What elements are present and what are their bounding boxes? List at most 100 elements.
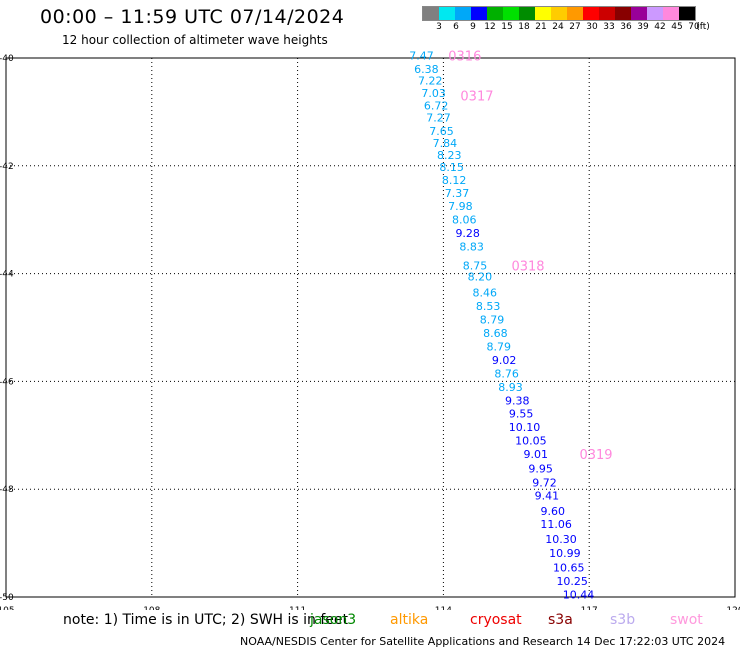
legend-tick-label: 42 xyxy=(654,22,666,32)
x-tick-label: 114 xyxy=(435,606,452,610)
legend-swatch xyxy=(567,7,583,20)
wave-height-label: 9.55 xyxy=(509,408,534,421)
wave-height-label: 10.10 xyxy=(509,421,541,434)
wave-height-label: 10.30 xyxy=(545,533,577,546)
satellite-label: jason3 xyxy=(310,612,357,628)
legend-tick-label: 33 xyxy=(603,22,615,32)
legend-swatch xyxy=(487,7,503,20)
y-tick-label: -44 xyxy=(0,270,14,280)
y-tick-label: -50 xyxy=(0,593,14,603)
wave-height-label: 8.23 xyxy=(437,149,462,162)
wave-height-label: 10.44 xyxy=(563,588,595,601)
legend-tick-label: 30 xyxy=(586,22,598,32)
y-tick-label: -40 xyxy=(0,54,14,64)
wave-height-label: 7.65 xyxy=(429,125,454,138)
legend-tick-labels: 3 6 9 12 15 18 21 24 27 30 33 36 39 42 45 70 (ft) xyxy=(422,21,710,33)
wave-height-label: 7.27 xyxy=(426,111,451,124)
legend-swatch xyxy=(471,7,487,20)
note-text: note: 1) Time is in UTC; 2) SWH is in fe… xyxy=(63,612,349,628)
x-tick-label: 105 xyxy=(0,606,15,610)
wave-height-label: 10.65 xyxy=(553,561,585,574)
chart-canvas: 105 108 111 114 117 120 -40 -42 -44 -46 -48 -50 7.47… xyxy=(0,49,740,610)
wave-height-label: 8.76 xyxy=(494,367,519,380)
legend-swatch xyxy=(455,7,471,20)
wave-height-label: 9.41 xyxy=(535,490,560,503)
wave-height-label: 9.60 xyxy=(541,505,566,518)
wave-height-label: 10.05 xyxy=(515,435,547,448)
satellite-label: s3b xyxy=(610,612,636,628)
x-tick-label: 120 xyxy=(726,606,740,610)
wave-height-label: 8.79 xyxy=(487,340,512,353)
wave-height-label: 8.46 xyxy=(472,286,497,299)
wave-height-label: 7.98 xyxy=(448,200,473,213)
legend-tick-label: 3 xyxy=(436,22,442,32)
legend-tick-label: 18 xyxy=(518,22,530,32)
legend-swatch xyxy=(439,7,455,20)
wave-height-label: 9.38 xyxy=(505,394,530,407)
wave-height-label: 8.93 xyxy=(498,381,523,394)
wave-height-label: 8.20 xyxy=(468,270,493,283)
legend-tick-label: 27 xyxy=(569,22,581,32)
time-label: 0319 xyxy=(579,448,612,463)
page-subtitle: 12 hour collection of altimeter wave hei… xyxy=(62,33,328,47)
wave-height-label: 10.25 xyxy=(556,575,588,588)
legend-swatch xyxy=(631,7,647,20)
y-tick-label: -48 xyxy=(0,485,14,495)
wave-height-label: 9.01 xyxy=(523,448,548,461)
wave-height-label: 9.72 xyxy=(532,477,557,490)
wave-height-label: 7.37 xyxy=(445,187,470,200)
wave-height-label: 8.06 xyxy=(452,214,477,227)
wave-height-label: 8.15 xyxy=(439,161,464,174)
x-tick-label: 111 xyxy=(289,606,306,610)
legend-swatch xyxy=(663,7,679,20)
legend-swatch xyxy=(679,7,695,20)
satellite-label: cryosat xyxy=(470,612,522,628)
legend-swatch xyxy=(503,7,519,20)
y-tick-label: -42 xyxy=(0,162,14,172)
legend-tick-label: 6 xyxy=(453,22,459,32)
time-label: 0316 xyxy=(448,49,481,64)
wave-height-label: 10.99 xyxy=(549,547,581,560)
wave-height-label: 11.06 xyxy=(540,518,572,531)
legend-tick-label: 21 xyxy=(535,22,547,32)
satellite-label: altika xyxy=(390,612,429,628)
legend-tick-label: 70 xyxy=(688,22,700,32)
legend-swatch xyxy=(647,7,663,20)
wave-height-label: 7.03 xyxy=(421,87,446,100)
wave-height-label: 7.47 xyxy=(409,49,434,62)
legend-tick-label: 9 xyxy=(470,22,476,32)
wave-height-label: 8.75 xyxy=(463,260,488,273)
legend-swatch xyxy=(519,7,535,20)
legend-swatch xyxy=(423,7,439,20)
time-label: 0318 xyxy=(511,260,544,275)
x-tick-label: 108 xyxy=(143,606,160,610)
plot-frame xyxy=(5,57,736,598)
wave-height-label: 6.38 xyxy=(414,63,439,76)
legend-swatch xyxy=(535,7,551,20)
wave-height-label: 8.68 xyxy=(483,327,508,340)
wave-height-label: 9.28 xyxy=(455,227,480,240)
x-tick-label: 117 xyxy=(581,606,598,610)
page-title: 00:00 – 11:59 UTC 07/14/2024 xyxy=(40,6,345,28)
legend-tick-label: 45 xyxy=(671,22,683,32)
legend-tick-label: 36 xyxy=(620,22,632,32)
legend-unit: (ft) xyxy=(696,22,710,32)
y-tick-label: -46 xyxy=(0,377,14,387)
legend-tick-label: 39 xyxy=(637,22,649,32)
satellite-label: s3a xyxy=(548,612,573,628)
wave-height-label: 8.53 xyxy=(476,300,501,313)
satellite-label: swot xyxy=(670,612,703,628)
legend-tick-label: 12 xyxy=(484,22,496,32)
legend-swatch xyxy=(551,7,567,20)
legend-swatch xyxy=(615,7,631,20)
wave-height-label: 9.95 xyxy=(528,463,553,476)
wave-height-label: 7.84 xyxy=(433,137,458,150)
color-legend: 3 6 9 12 15 18 21 24 27 30 33 36 39 42 45 70 (ft) xyxy=(422,6,710,33)
legend-swatch xyxy=(599,7,615,20)
legend-swatches xyxy=(422,6,696,21)
satellite-legend: jason3 altika cryosat s3a s3b swot xyxy=(0,612,740,632)
legend-tick-label: 15 xyxy=(501,22,513,32)
wave-height-label: 8.79 xyxy=(480,313,505,326)
wave-height-label: 9.02 xyxy=(492,354,517,367)
